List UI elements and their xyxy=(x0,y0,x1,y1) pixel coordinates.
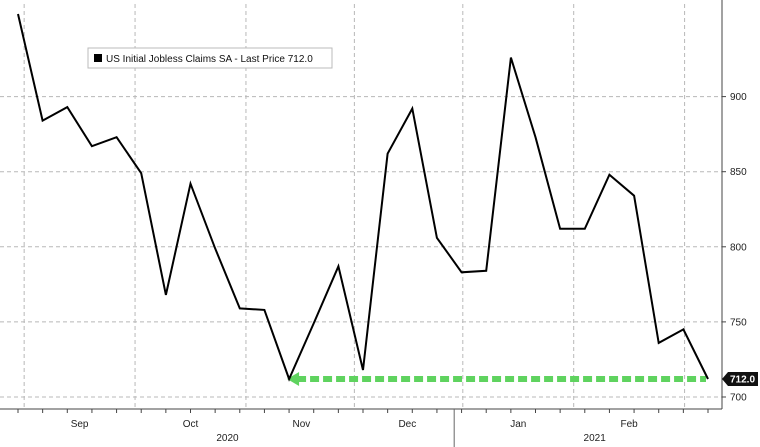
series-line xyxy=(17,13,709,382)
year-label: 2020 xyxy=(216,433,239,444)
reference-arrow-head xyxy=(287,371,300,386)
legend: US Initial Jobless Claims SA - Last Pric… xyxy=(87,47,333,69)
x-tick-label: Oct xyxy=(183,419,199,430)
series xyxy=(17,13,709,382)
legend-box xyxy=(87,47,333,69)
x-tick-label: Feb xyxy=(621,419,639,430)
grid xyxy=(0,4,722,409)
y-tick-label: 700 xyxy=(730,392,747,403)
last-price-tag-shape xyxy=(722,371,758,386)
reference-line xyxy=(287,371,706,386)
y-tick-label: 850 xyxy=(730,167,747,178)
x-tick-label: Jan xyxy=(510,419,526,430)
y-tick-label: 800 xyxy=(730,242,747,253)
x-tick-label: Dec xyxy=(398,419,416,430)
x-tick-label: Nov xyxy=(292,419,310,430)
legend-swatch xyxy=(94,54,102,62)
last-price-label: 712.0 xyxy=(730,374,755,385)
y-tick-label: 750 xyxy=(730,317,747,328)
x-tick-label: Sep xyxy=(71,419,89,430)
year-label: 2021 xyxy=(584,433,607,444)
y-tick-label: 900 xyxy=(730,92,747,103)
legend-label: US Initial Jobless Claims SA - Last Pric… xyxy=(106,54,313,65)
last-price-tag: 712.0 xyxy=(722,371,758,386)
